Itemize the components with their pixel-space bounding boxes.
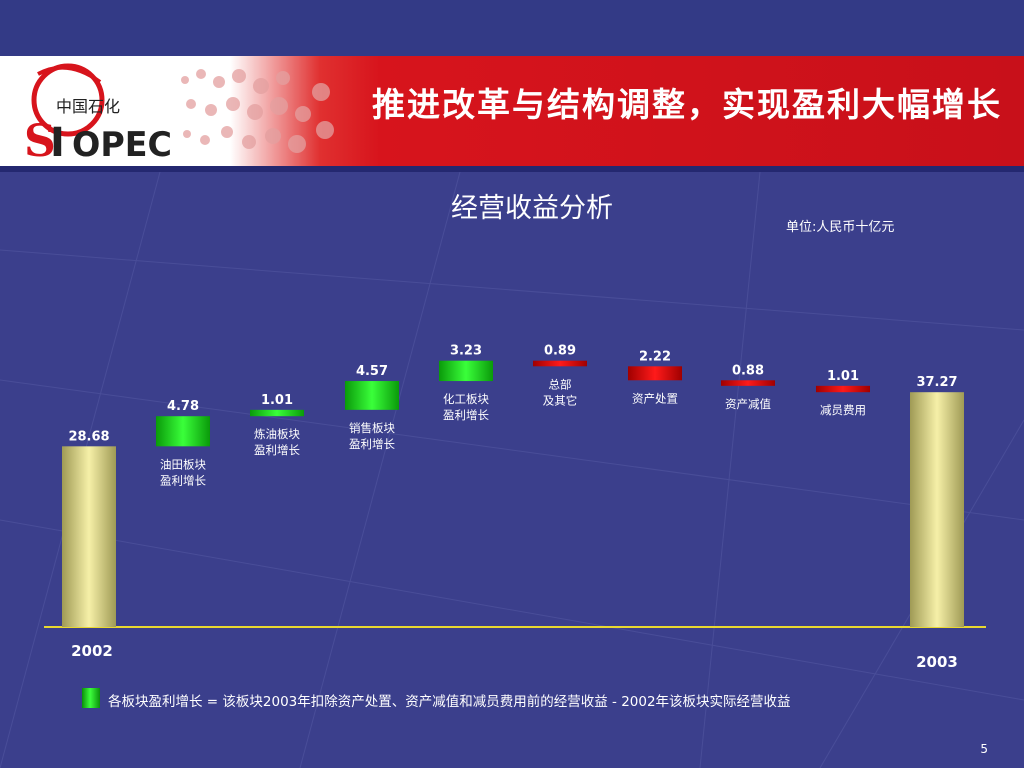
category-label-5-1: 及其它 — [543, 393, 578, 407]
decorative-dots — [181, 69, 334, 153]
legend-swatch — [82, 688, 100, 708]
value-label-8: 1.01 — [827, 369, 859, 384]
page-number: 5 — [980, 742, 988, 756]
category-label-5-0: 总部 — [549, 377, 572, 391]
category-label-8-0: 减员费用 — [820, 403, 866, 417]
value-label-3: 4.57 — [356, 364, 388, 379]
bar-increase-4 — [439, 360, 493, 382]
value-label-4: 3.23 — [450, 344, 482, 359]
category-label-7-0: 资产减值 — [725, 397, 771, 411]
svg-text:S: S — [24, 116, 56, 162]
sinopec-logo: 中国石化 OPEC S I — [24, 63, 172, 162]
category-label-3-0: 销售板块 — [349, 421, 395, 435]
category-label-1-1: 盈利增长 — [160, 473, 206, 487]
slide-title: 推进改革与结构调整，实现盈利大幅增长 — [372, 85, 1002, 124]
value-label-9: 37.27 — [916, 375, 957, 390]
svg-text:OPEC: OPEC — [72, 125, 172, 162]
category-label-4-0: 化工板块 — [443, 392, 489, 406]
svg-text:I: I — [50, 120, 65, 162]
value-label-5: 0.89 — [544, 344, 576, 359]
category-label-6-0: 资产处置 — [632, 391, 678, 405]
value-label-0: 28.68 — [68, 429, 109, 444]
category-label-2-0: 炼油板块 — [254, 427, 300, 441]
x-label-2002: 2002 — [71, 642, 113, 660]
value-label-6: 2.22 — [639, 349, 671, 364]
banner-shadow — [0, 166, 1024, 172]
category-label-4-1: 盈利增长 — [443, 408, 489, 422]
x-label-2003: 2003 — [916, 653, 958, 671]
value-label-1: 4.78 — [167, 399, 199, 414]
category-label-2-1: 盈利增长 — [254, 443, 300, 457]
svg-text:中国石化: 中国石化 — [56, 97, 120, 116]
category-label-1-0: 油田板块 — [160, 457, 206, 471]
bar-increase-2 — [250, 409, 304, 417]
value-label-2: 1.01 — [261, 393, 293, 408]
bar-decrease-7 — [721, 380, 775, 386]
chart-title: 经营收益分析 — [451, 193, 613, 224]
legend-text: 各板块盈利增长 = 该板块2003年扣除资产处置、资产减值和减员费用前的经营收益… — [108, 694, 791, 710]
top-strip — [0, 0, 1024, 56]
bar-decrease-5 — [533, 360, 587, 367]
bar-increase-1 — [156, 416, 210, 447]
bar-total-9 — [910, 392, 964, 627]
unit-label: 单位:人民币十亿元 — [786, 220, 895, 235]
bar-decrease-8 — [816, 385, 870, 393]
bar-total-0 — [62, 446, 116, 627]
title-banner — [0, 56, 1024, 166]
bar-increase-3 — [345, 381, 399, 410]
value-label-7: 0.88 — [732, 363, 764, 378]
bar-decrease-6 — [628, 366, 682, 381]
category-label-3-1: 盈利增长 — [349, 437, 395, 451]
